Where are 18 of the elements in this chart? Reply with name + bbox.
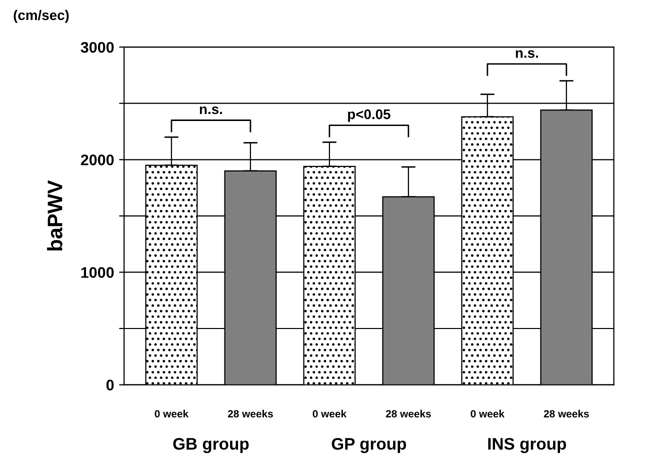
y-axis-title: baPWV — [47, 180, 62, 250]
y-tick-label: 2000 — [80, 154, 114, 166]
x-tick-label: 0 week — [312, 410, 347, 418]
annotation: n.s. — [200, 106, 222, 114]
x-tick-label: 0 week — [154, 410, 189, 418]
y-tick-label: 1000 — [81, 267, 114, 278]
x-tick-label: 0 week — [470, 410, 505, 418]
x-tick-label: 28 weeks — [386, 410, 431, 418]
y-tick-label: 0 — [106, 380, 114, 390]
text: GP group — [332, 438, 406, 454]
text: (cm/sec) — [14, 10, 69, 23]
annotation: n.s. — [516, 50, 538, 58]
x-tick-label: 28 weeks — [228, 410, 273, 418]
annotation: p<0.05 — [348, 109, 390, 122]
text: GB group — [173, 438, 249, 454]
x-tick-label: 28 weeks — [544, 410, 589, 418]
y-tick-label: 3000 — [80, 42, 114, 53]
text: INS group — [488, 438, 566, 454]
